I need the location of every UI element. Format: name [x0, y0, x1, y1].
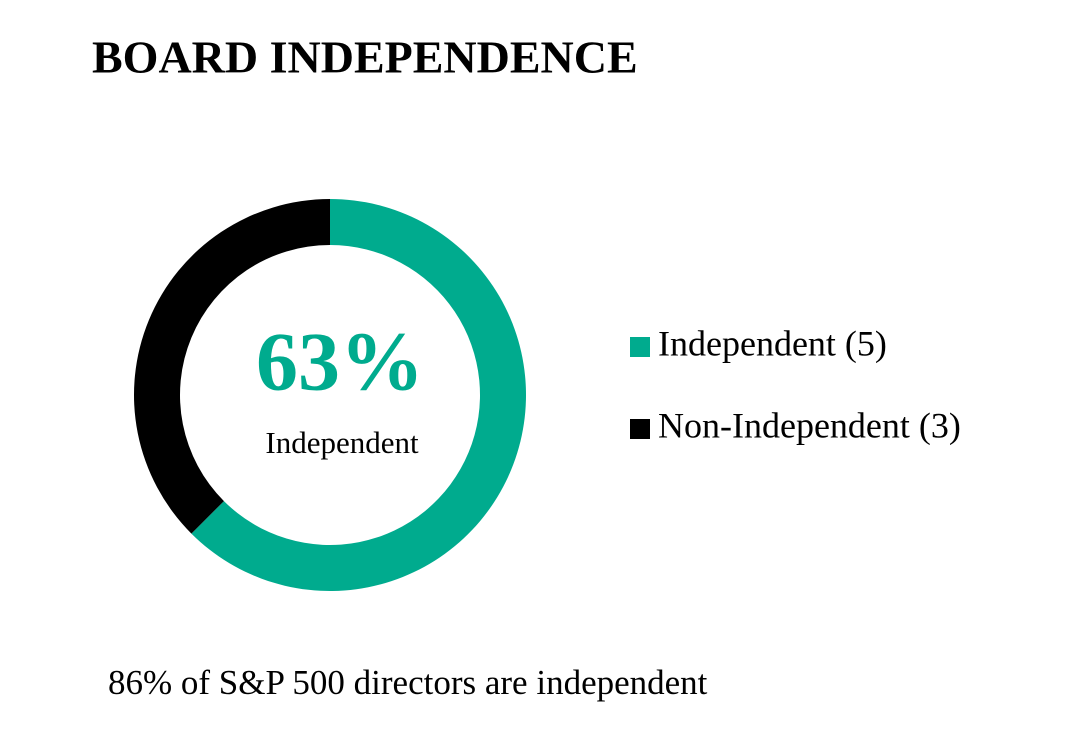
legend-swatch	[630, 419, 650, 439]
legend-label: Independent (5)	[658, 323, 887, 363]
chart-title: BOARD INDEPENDENCE	[92, 32, 638, 83]
donut-segment	[191, 199, 526, 591]
center-value: 63%	[256, 315, 424, 408]
donut-segment	[133, 199, 330, 534]
center-label: Independent	[265, 425, 419, 460]
footnote: 86% of S&P 500 directors are independent	[108, 663, 708, 702]
legend-swatch	[630, 337, 650, 357]
legend-label: Non-Independent (3)	[658, 405, 961, 445]
